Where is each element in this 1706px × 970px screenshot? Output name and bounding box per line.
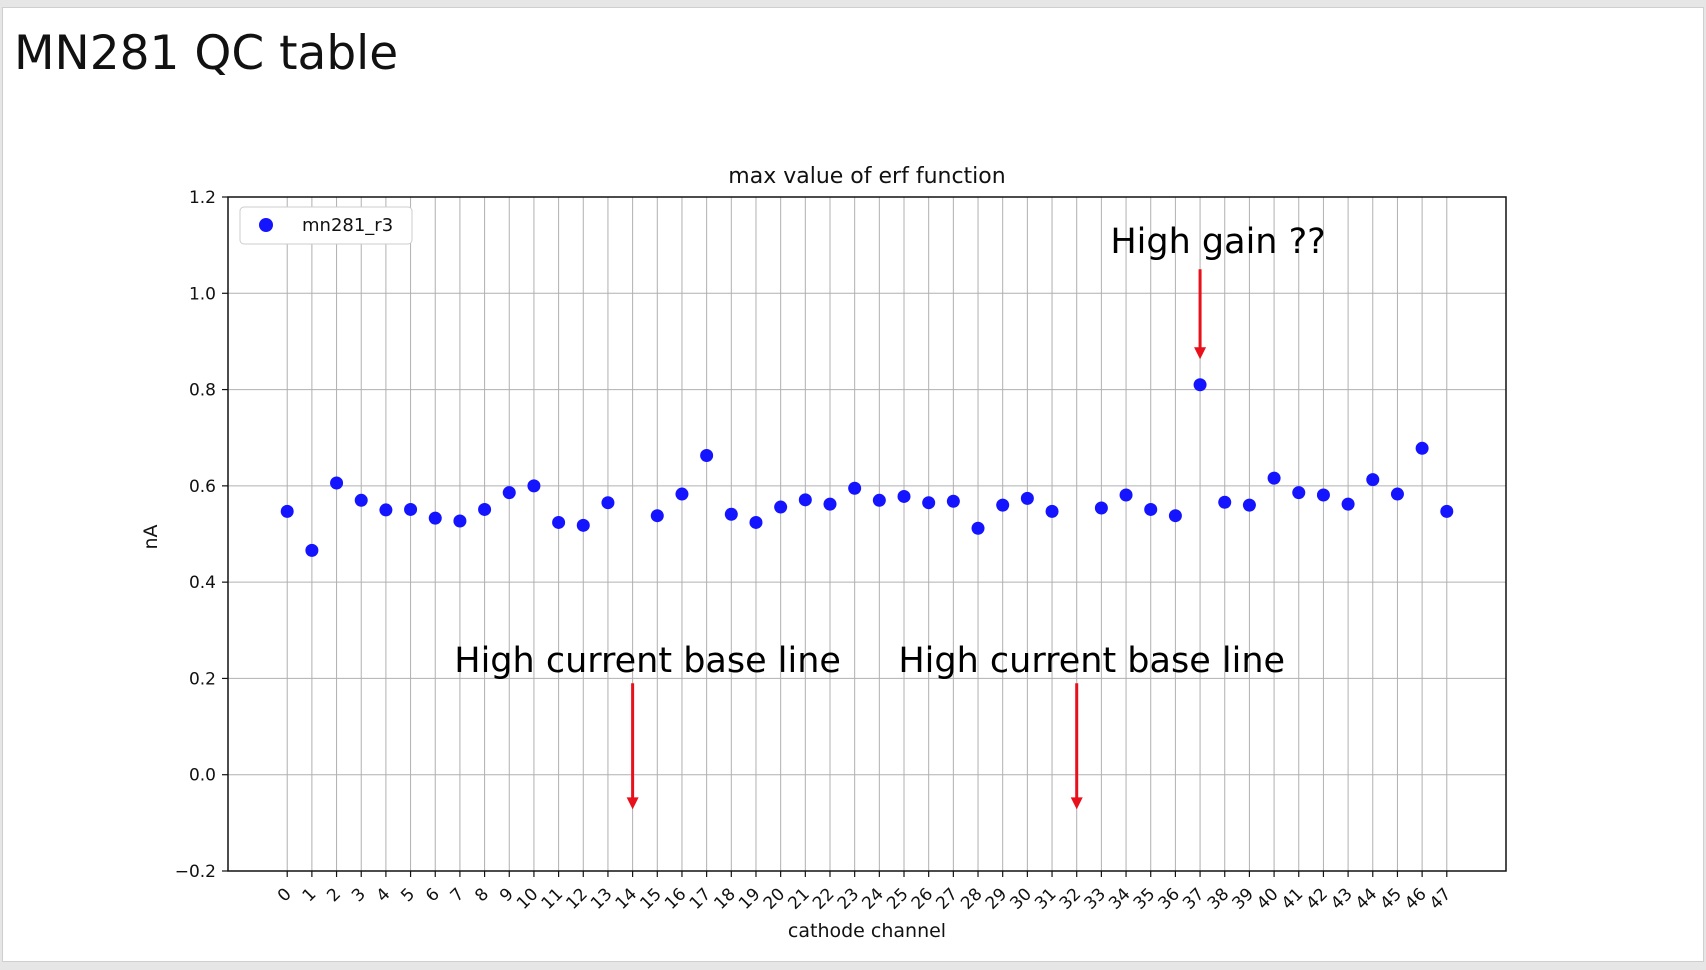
data-point xyxy=(576,518,590,532)
x-tick-label: 2 xyxy=(323,884,345,906)
data-point xyxy=(1168,509,1182,523)
slide-title: MN281 QC table xyxy=(14,26,399,81)
data-point xyxy=(922,496,936,510)
y-tick-label: 0.2 xyxy=(189,669,216,689)
data-point xyxy=(1218,495,1232,509)
y-tick-label: 1.0 xyxy=(189,284,216,304)
data-point xyxy=(354,493,368,507)
data-point xyxy=(650,509,664,523)
annotation-arrowhead xyxy=(1070,797,1083,810)
data-point xyxy=(848,481,862,495)
data-point xyxy=(946,494,960,508)
legend-box xyxy=(239,206,413,245)
data-point xyxy=(1045,504,1059,518)
data-point xyxy=(971,521,985,535)
y-tick-label: 0.8 xyxy=(189,381,216,401)
data-point xyxy=(330,476,344,490)
data-point xyxy=(601,496,615,510)
y-tick-label: 0.4 xyxy=(189,573,216,593)
x-tick-label: 47 xyxy=(1426,884,1455,913)
y-tick-label: 0.6 xyxy=(189,477,216,497)
annotation-label: High gain ?? xyxy=(1110,222,1325,262)
data-point xyxy=(379,503,393,517)
data-point xyxy=(1390,487,1404,501)
x-tick-label: 8 xyxy=(471,884,493,906)
legend-label: mn281_r3 xyxy=(302,215,393,236)
data-point xyxy=(774,500,788,514)
data-point xyxy=(280,504,294,518)
data-point xyxy=(502,486,516,500)
legend-marker xyxy=(259,218,273,232)
data-point xyxy=(305,543,319,557)
data-point xyxy=(1292,486,1306,500)
grid xyxy=(228,196,1506,872)
data-point xyxy=(1415,441,1429,455)
y-tick-label: 1.2 xyxy=(189,188,216,208)
ticks: −0.20.00.20.40.60.81.01.20 1 2 3 4 5 6 7 8 910111… xyxy=(175,188,1456,914)
annotation-label: High current base line xyxy=(454,641,841,681)
y-axis-label: nA xyxy=(140,524,162,549)
legend: mn281_r3 xyxy=(239,206,413,245)
annotation-label: High current base line xyxy=(898,641,1285,681)
data-point xyxy=(1020,491,1034,505)
data-points xyxy=(280,378,1454,557)
y-tick-label: 0.0 xyxy=(189,766,216,786)
data-point xyxy=(1242,498,1256,512)
data-point xyxy=(823,497,837,511)
data-point xyxy=(428,511,442,525)
annotation-arrowhead xyxy=(626,797,639,810)
data-point xyxy=(1341,497,1355,511)
x-tick-label: 9 xyxy=(496,884,518,906)
x-tick-label: 6 xyxy=(422,884,444,906)
y-tick-label: −0.2 xyxy=(175,862,216,882)
data-point xyxy=(724,507,738,521)
data-point xyxy=(1267,471,1281,485)
plot-frame xyxy=(227,196,1507,872)
annotation-arrowhead xyxy=(1194,347,1207,360)
chart-title: max value of erf function xyxy=(728,164,1005,189)
data-point xyxy=(700,449,714,463)
x-tick-label: 5 xyxy=(397,884,419,906)
data-point xyxy=(1440,504,1454,518)
data-point xyxy=(749,515,763,529)
x-tick-label: 0 xyxy=(274,884,296,906)
data-point xyxy=(1119,488,1133,502)
annotations: High gain ?? High current base line High c… xyxy=(454,222,1326,810)
data-point xyxy=(1316,488,1330,502)
x-tick-label: 7 xyxy=(447,884,469,906)
data-point xyxy=(1193,378,1207,392)
data-point xyxy=(872,493,886,507)
data-point xyxy=(798,493,812,507)
data-point xyxy=(996,498,1010,512)
data-point xyxy=(675,487,689,501)
data-point xyxy=(478,502,492,516)
data-point xyxy=(453,514,467,528)
data-point xyxy=(527,479,541,493)
x-tick-label: 4 xyxy=(373,884,395,906)
x-tick-label: 1 xyxy=(299,884,321,906)
x-tick-label: 3 xyxy=(348,884,370,906)
data-point xyxy=(404,502,418,516)
data-point xyxy=(552,515,566,529)
data-point xyxy=(1144,502,1158,516)
data-point xyxy=(897,489,911,503)
data-point xyxy=(1094,501,1108,515)
data-point xyxy=(1366,473,1380,487)
x-axis-label: cathode channel xyxy=(788,920,946,942)
